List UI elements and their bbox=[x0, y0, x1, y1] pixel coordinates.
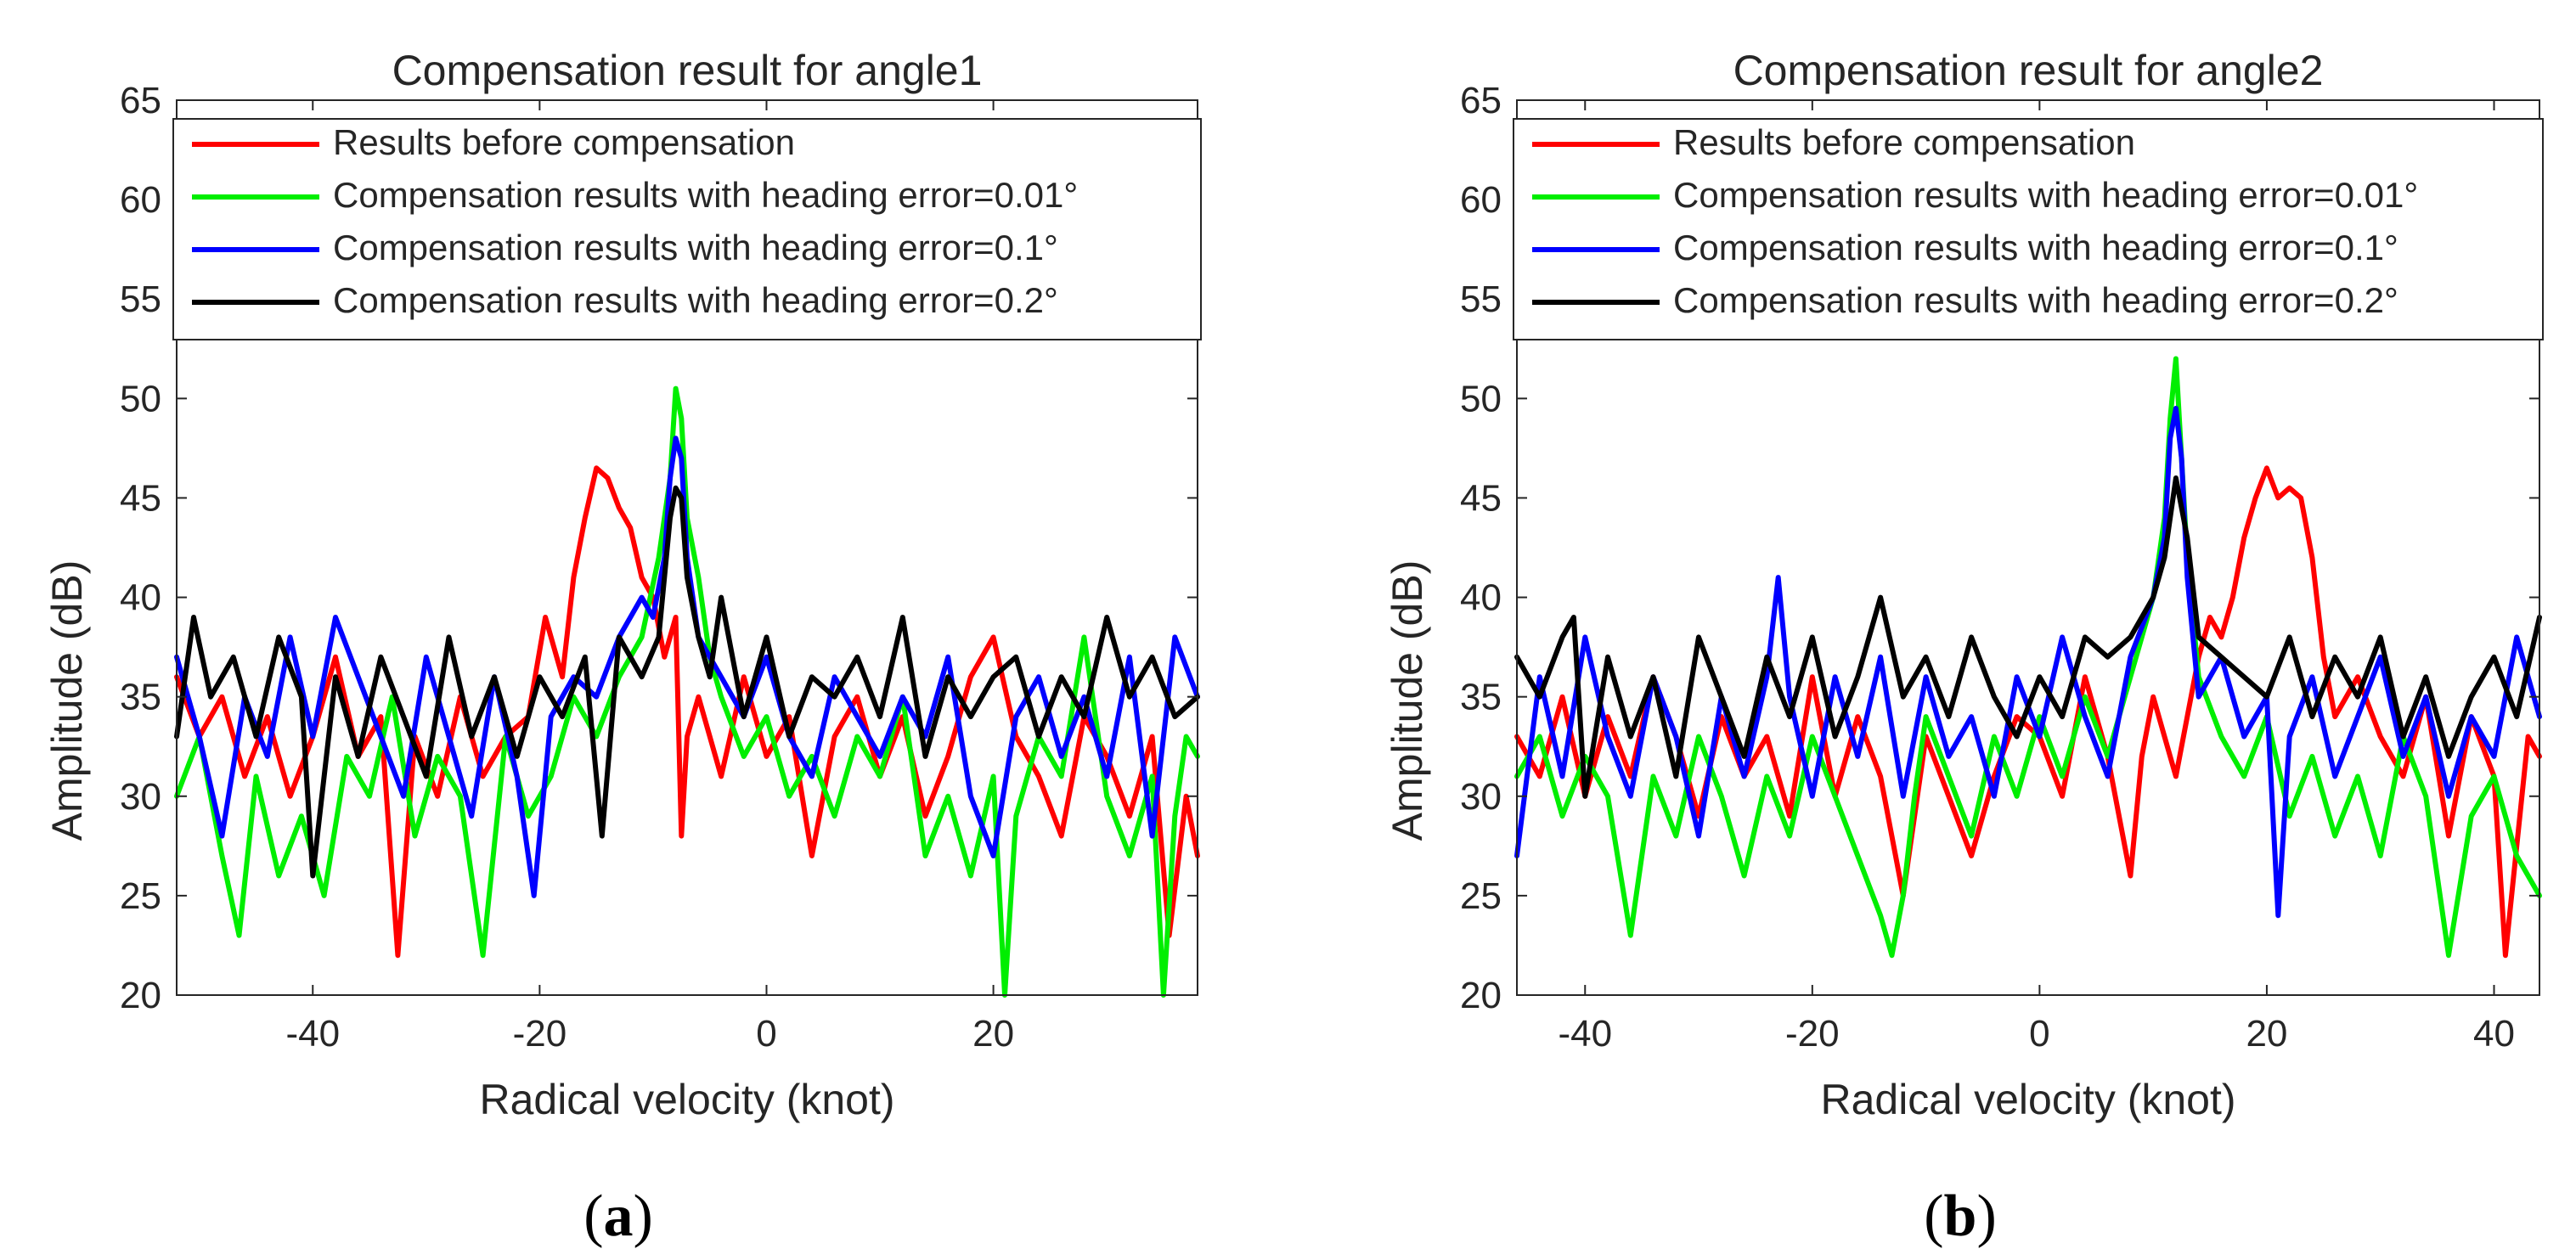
chart-panel-1: 20 25 30 35 40 45 50 55 60 65 -40 -20 0 20 Results bef… bbox=[43, 47, 1202, 1249]
panel-label-open: ( bbox=[1924, 1184, 1943, 1249]
panel-label-open: ( bbox=[583, 1184, 603, 1249]
axes-frame bbox=[176, 99, 1198, 996]
y-tick-label: 55 bbox=[1460, 278, 1502, 320]
series-line-3 bbox=[174, 436, 1200, 898]
panel-label-letter: a bbox=[604, 1184, 634, 1249]
y-tick-label: 40 bbox=[1460, 577, 1502, 619]
y-tick-label: 65 bbox=[1460, 80, 1502, 121]
y-tick-label: 30 bbox=[1460, 776, 1502, 818]
y-tick-label: 35 bbox=[1460, 677, 1502, 718]
x-axis-label: Radical velocity (knot) bbox=[1820, 1076, 2235, 1123]
axes-frame bbox=[1516, 99, 2540, 996]
legend-label-3: Compensation results with heading error=… bbox=[1673, 228, 2398, 267]
y-tick-label: 60 bbox=[120, 179, 161, 221]
x-tick-label: 0 bbox=[2029, 1013, 2049, 1055]
x-tick-label: 20 bbox=[2246, 1013, 2287, 1055]
panel-label-close: ) bbox=[634, 1184, 653, 1249]
legend-label-4: Compensation results with heading error=… bbox=[1673, 280, 2398, 320]
x-axis-label: Radical velocity (knot) bbox=[479, 1076, 894, 1123]
y-tick-label: 65 bbox=[120, 80, 161, 121]
y-tick-label: 60 bbox=[1460, 179, 1502, 221]
series-line-4 bbox=[174, 485, 1200, 879]
panel-label-letter: b bbox=[1944, 1184, 1977, 1249]
x-tick-label: -20 bbox=[1785, 1013, 1840, 1055]
legend-label-1: Results before compensation bbox=[333, 122, 795, 162]
x-tick-label: -40 bbox=[1558, 1013, 1612, 1055]
x-tick-label: 40 bbox=[2473, 1013, 2515, 1055]
legend-label-2: Compensation results with heading error=… bbox=[1673, 175, 2418, 215]
y-axis-label: Amplitude (dB) bbox=[1384, 560, 1431, 841]
y-tick-label: 50 bbox=[1460, 378, 1502, 419]
panel-label: (a) bbox=[583, 1184, 653, 1249]
legend-box bbox=[1513, 118, 2544, 340]
y-tick-label: 45 bbox=[1460, 477, 1502, 519]
x-tick-label: -40 bbox=[285, 1013, 340, 1055]
legend-label-3: Compensation results with heading error=… bbox=[333, 228, 1058, 267]
x-tick-label: -20 bbox=[513, 1013, 567, 1055]
chart-panel-2: 20 25 30 35 40 45 50 55 60 65 -40 -20 0 20 40 Results b… bbox=[1384, 47, 2544, 1249]
x-tick-label: 20 bbox=[972, 1013, 1014, 1055]
y-axis-label: Amplitude (dB) bbox=[43, 560, 91, 841]
y-tick-label: 20 bbox=[120, 975, 161, 1016]
y-tick-label: 45 bbox=[120, 477, 161, 519]
legend-label-1: Results before compensation bbox=[1673, 122, 2135, 162]
legend-box bbox=[172, 118, 1202, 340]
y-tick-label: 50 bbox=[120, 378, 161, 419]
chart-title: Compensation result for angle1 bbox=[392, 47, 983, 94]
y-tick-label: 25 bbox=[120, 875, 161, 917]
y-tick-label: 35 bbox=[120, 677, 161, 718]
chart-title: Compensation result for angle2 bbox=[1733, 47, 2324, 94]
legend-label-4: Compensation results with heading error=… bbox=[333, 280, 1058, 320]
series-line-1 bbox=[1514, 465, 2542, 959]
series-line-4 bbox=[1514, 475, 2542, 799]
series-line-1 bbox=[174, 465, 1200, 959]
series-line-2 bbox=[174, 385, 1200, 998]
x-tick-label: 0 bbox=[756, 1013, 776, 1055]
y-tick-label: 30 bbox=[120, 776, 161, 818]
y-tick-label: 55 bbox=[120, 278, 161, 320]
legend-label-2: Compensation results with heading error=… bbox=[333, 175, 1078, 215]
y-tick-label: 20 bbox=[1460, 975, 1502, 1016]
y-tick-label: 40 bbox=[120, 577, 161, 619]
panel-label-close: ) bbox=[1976, 1184, 1996, 1249]
panel-label: (b) bbox=[1924, 1184, 1997, 1249]
y-tick-label: 25 bbox=[1460, 875, 1502, 917]
